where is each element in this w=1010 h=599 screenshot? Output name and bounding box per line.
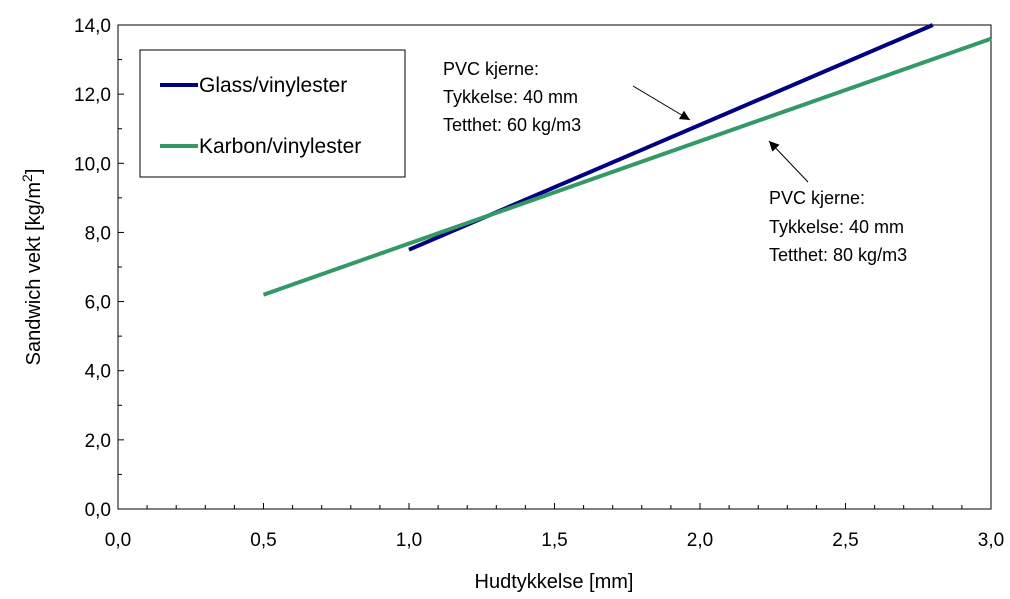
x-tick-label: 1,0 [396,530,422,551]
series-line-karbon [262,36,992,297]
x-tick-label: 2,5 [832,530,858,551]
y-tick-label: 8,0 [85,223,111,244]
x-tick-label: 0,5 [250,530,276,551]
y-tick-label: 0,0 [85,500,111,521]
annotation-karbon: PVC kjerne: Tykkelse: 40 mm Tetthet: 80 … [768,140,907,265]
y-axis-title: Sandwich vekt [kg/m2] [19,169,45,366]
y-tick-label: 4,0 [85,362,111,383]
annotation-glass-line-2: Tykkelse: 40 mm [443,87,578,107]
annotation-glass-line-3: Tetthet: 60 kg/m3 [443,115,581,135]
x-tick-label: 2,0 [687,530,713,551]
y-axis-title-end: ] [23,169,45,175]
x-axis-title: Hudtykkelse [mm] [475,571,634,593]
series-lines [262,23,992,297]
x-tick-label: 0,0 [105,530,131,551]
annotation-karbon-line-3: Tetthet: 80 kg/m3 [769,245,907,265]
y-axis-title-main: Sandwich vekt [kg/m [23,182,45,365]
y-tick-label: 14,0 [74,16,111,37]
legend-box [139,49,406,178]
legend-label-glass: Glass/vinylester [199,74,347,97]
y-axis-title-superscript: 2 [19,174,35,182]
annotation-glass-arrow [632,85,691,121]
x-tick-label: 3,0 [978,530,1004,551]
annotation-karbon-arrow [768,140,809,183]
x-axis-ticks: 0,0 0,5 1,0 1,5 2,0 2,5 3,0 [105,503,1004,551]
annotation-karbon-line-2: Tykkelse: 40 mm [769,217,904,237]
y-axis-ticks: 0,0 2,0 4,0 6,0 8,0 10,0 12,0 14,0 [74,16,124,521]
annotation-karbon-line-1: PVC kjerne: [769,188,865,208]
legend: Glass/vinylester Karbon/vinylester [139,49,406,178]
annotation-glass: PVC kjerne: Tykkelse: 40 mm Tetthet: 60 … [443,59,691,135]
y-tick-label: 10,0 [74,154,111,175]
y-tick-label: 12,0 [74,85,111,106]
y-tick-label: 6,0 [85,293,111,314]
y-tick-label: 2,0 [85,431,111,452]
annotation-glass-line-1: PVC kjerne: [443,59,539,79]
legend-label-karbon: Karbon/vinylester [199,135,361,158]
x-tick-label: 1,5 [541,530,567,551]
